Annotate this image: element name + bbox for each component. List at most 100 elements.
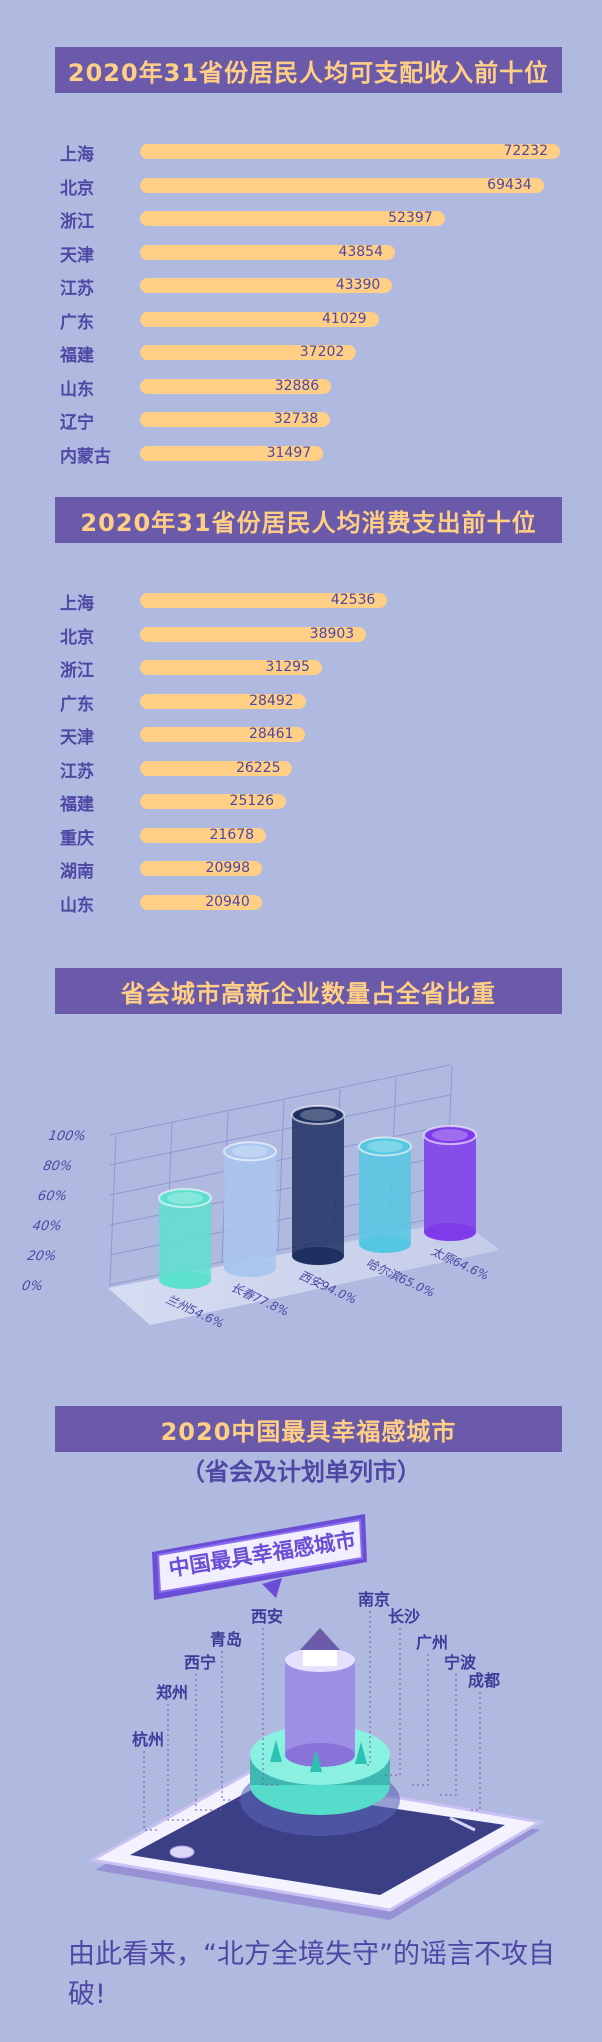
y-tick-label: 80% bbox=[42, 1159, 74, 1174]
city-label: 郑州 bbox=[156, 1683, 188, 1702]
cylinder-bar bbox=[423, 1125, 477, 1241]
bar-category-label: 广东 bbox=[60, 694, 94, 715]
bar-row: 重庆 21678 bbox=[0, 826, 602, 849]
bar-row: 福建 37202 bbox=[0, 343, 602, 366]
bar bbox=[140, 278, 393, 293]
bar-value-label: 42536 bbox=[330, 592, 376, 608]
y-tick-label: 0% bbox=[21, 1279, 44, 1294]
closing-text: 由此看来，“北方全境失守”的谣言不攻自破! bbox=[68, 1939, 555, 2010]
bar-value-label: 41029 bbox=[322, 310, 367, 327]
bar-value-label: 43390 bbox=[335, 277, 381, 293]
bar-category-label: 天津 bbox=[60, 728, 94, 748]
bar bbox=[140, 626, 367, 642]
happy-title: 2020中国最具幸福感城市 bbox=[55, 1406, 562, 1452]
bar-value-label: 69434 bbox=[487, 176, 532, 193]
city-label: 杭州 bbox=[132, 1730, 164, 1749]
bar-row: 湖南 20998 bbox=[0, 859, 602, 882]
bar-category-label: 福建 bbox=[60, 795, 94, 815]
bar-category-label: 江苏 bbox=[60, 761, 94, 782]
bar-row: 广东 41029 bbox=[0, 310, 602, 333]
bar-category-label: 江苏 bbox=[60, 279, 94, 299]
bar-value-label: 43854 bbox=[338, 243, 383, 260]
city-label: 成都 bbox=[468, 1671, 500, 1690]
bar-category-label: 上海 bbox=[60, 594, 94, 614]
bar-category-label: 福建 bbox=[60, 346, 94, 366]
bar bbox=[140, 794, 287, 809]
bar-row: 辽宁 32738 bbox=[0, 410, 602, 433]
bar-row: 天津 28461 bbox=[0, 725, 602, 748]
bar bbox=[140, 345, 357, 360]
bar bbox=[140, 861, 263, 876]
bar-row: 江苏 43390 bbox=[0, 276, 602, 299]
bar bbox=[140, 177, 544, 193]
bar-category-label: 上海 bbox=[60, 145, 94, 165]
bar-value-label: 21678 bbox=[209, 826, 255, 843]
y-tick-label: 100% bbox=[47, 1129, 87, 1144]
bar-value-label: 28492 bbox=[249, 692, 294, 709]
bar-category-label: 山东 bbox=[60, 895, 94, 916]
bar-value-label: 31497 bbox=[266, 444, 312, 461]
bar bbox=[140, 660, 322, 675]
bar-category-label: 辽宁 bbox=[60, 413, 94, 433]
bar-value-label: 20940 bbox=[205, 893, 250, 910]
bar-row: 福建 25126 bbox=[0, 792, 602, 815]
bar-category-label: 北京 bbox=[60, 627, 94, 648]
bar-value-label: 38903 bbox=[309, 625, 355, 642]
bar bbox=[140, 760, 293, 776]
bar-category-label: 重庆 bbox=[60, 828, 94, 849]
happy-subtitle: （省会及计划单列市） bbox=[181, 1458, 421, 1486]
bar bbox=[140, 144, 560, 159]
cylinder-bar bbox=[358, 1136, 412, 1253]
cylinder-bars bbox=[158, 1105, 477, 1289]
bar-value-label: 32738 bbox=[273, 411, 319, 427]
bar-category-label: 浙江 bbox=[60, 212, 94, 232]
y-tick-label: 40% bbox=[31, 1219, 63, 1234]
bar-value-label: 32886 bbox=[274, 377, 320, 394]
city-label: 南京 bbox=[358, 1590, 390, 1609]
spending-title: 2020年31省份居民人均消费支出前十位 bbox=[55, 497, 562, 543]
y-tick-label: 20% bbox=[26, 1249, 58, 1264]
bar-category-label: 天津 bbox=[60, 245, 94, 266]
cylinder-bar bbox=[223, 1141, 277, 1277]
bar-row: 北京 69434 bbox=[0, 176, 602, 199]
bar bbox=[140, 378, 332, 394]
bar bbox=[140, 727, 306, 742]
hitech-3d-chart: 0%20%40%60%80%100% 兰州54.6% 长春77.8% 西安94.0%… bbox=[21, 1064, 500, 1331]
bar bbox=[140, 445, 324, 461]
bar bbox=[140, 593, 388, 608]
city-label: 西安 bbox=[251, 1607, 283, 1626]
bar-value-label: 52397 bbox=[388, 210, 433, 226]
hitech-title: 省会城市高新企业数量占全省比重 bbox=[55, 968, 562, 1014]
bar-value-label: 25126 bbox=[229, 793, 275, 809]
income-title: 2020年31省份居民人均可支配收入前十位 bbox=[55, 47, 562, 93]
bar-value-label: 31295 bbox=[265, 659, 310, 675]
bar-row: 江苏 26225 bbox=[0, 759, 602, 782]
bar-value-label: 72232 bbox=[503, 143, 548, 159]
city-label: 西宁 bbox=[184, 1653, 216, 1672]
city-label: 广州 bbox=[416, 1633, 448, 1652]
bar-value-label: 26225 bbox=[235, 759, 281, 776]
city-label: 青岛 bbox=[210, 1630, 242, 1649]
bar-row: 浙江 52397 bbox=[0, 209, 602, 232]
happy-sign: 中国最具幸福感城市 bbox=[152, 1514, 367, 1600]
bar-value-label: 37202 bbox=[299, 344, 345, 360]
bar-row: 广东 28492 bbox=[0, 692, 602, 715]
bar-value-label: 28461 bbox=[248, 726, 294, 742]
cylinder-bar bbox=[158, 1188, 212, 1289]
bar-row: 北京 38903 bbox=[0, 625, 602, 648]
bar bbox=[140, 244, 395, 260]
bar bbox=[140, 827, 267, 843]
bar-value-label: 20998 bbox=[205, 860, 251, 876]
cylinder-bar bbox=[291, 1105, 345, 1265]
happy-tower-icon bbox=[240, 1628, 400, 1836]
bar-category-label: 浙江 bbox=[60, 661, 94, 681]
bar-row: 上海 72232 bbox=[0, 142, 602, 165]
bar-category-label: 湖南 bbox=[60, 862, 94, 882]
bar-row: 浙江 31295 bbox=[0, 658, 602, 681]
bar-category-label: 北京 bbox=[60, 178, 94, 199]
bar-category-label: 山东 bbox=[60, 379, 94, 400]
bar bbox=[140, 894, 262, 910]
city-label: 宁波 bbox=[444, 1653, 477, 1672]
